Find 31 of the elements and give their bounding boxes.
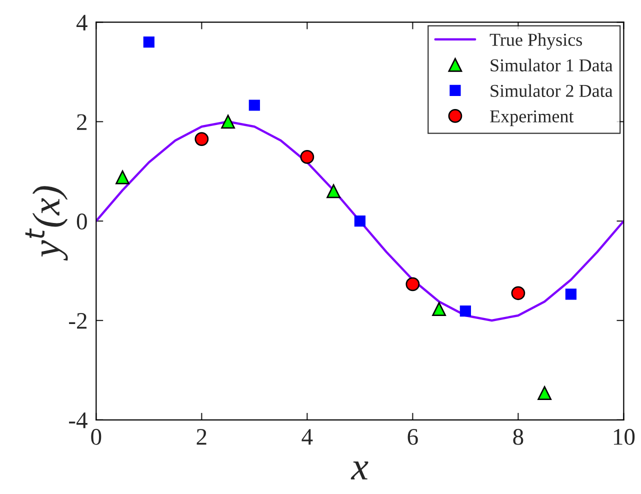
point — [460, 305, 471, 317]
point — [143, 36, 154, 48]
y-axis-title: y$^{t}$(x) — [25, 186, 68, 261]
x-tick-label: 2 — [196, 428, 206, 445]
x-tick-label: 0 — [91, 428, 102, 445]
point — [511, 286, 526, 300]
point — [432, 302, 446, 316]
y-tick-label: 4 — [76, 14, 88, 30]
x-tick-label: 6 — [408, 428, 418, 445]
y-tick-label: 2 — [77, 114, 87, 130]
point — [248, 100, 260, 111]
point — [354, 216, 366, 227]
x-tick-label: 8 — [513, 428, 524, 445]
y-tick-label: 0 — [76, 214, 87, 230]
legend-label: True Physics — [490, 33, 582, 50]
point — [221, 114, 235, 129]
y-tick-label: -2 — [69, 313, 87, 329]
x-axis-title: x — [350, 462, 368, 480]
legend-label: Simulator 2 Data — [490, 84, 613, 97]
x-tick-label: 10 — [614, 428, 635, 445]
y-tick-label: -4 — [69, 412, 88, 428]
point — [565, 288, 576, 300]
x-tick-label: 4 — [302, 429, 313, 445]
point — [194, 132, 209, 146]
legend-label: Simulator 1 Data — [490, 58, 613, 72]
point — [300, 150, 314, 164]
point — [406, 277, 420, 292]
point — [116, 170, 130, 184]
legend-label: Experiment — [490, 110, 574, 126]
point — [538, 386, 552, 400]
point — [326, 184, 340, 198]
